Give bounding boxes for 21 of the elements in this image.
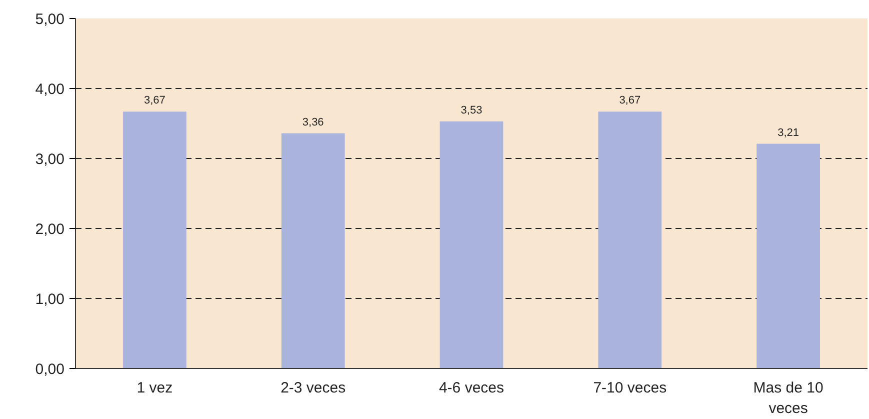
y-tick-label: 3,00 — [35, 151, 65, 168]
bar — [756, 144, 820, 368]
x-tick-label: 2-3 veces — [280, 380, 346, 396]
data-label: 3,53 — [460, 104, 482, 116]
x-tick-label: 7-10 veces — [593, 380, 667, 396]
data-label: 3,21 — [778, 126, 800, 139]
bar — [440, 121, 504, 368]
data-label: 3,36 — [302, 116, 324, 128]
y-tick-label: 4,00 — [35, 81, 65, 98]
y-tick-label: 1,00 — [35, 291, 65, 308]
y-tick-label: 0,00 — [35, 361, 65, 378]
x-tick-label: 4-6 veces — [438, 380, 504, 396]
bar — [281, 133, 345, 368]
x-tick-label: Mas de 10 veces — [753, 380, 824, 417]
y-tick-label: 5,00 — [35, 11, 65, 28]
x-tick-label: 1 vez — [136, 380, 173, 396]
bar — [598, 112, 662, 368]
data-label: 3,67 — [619, 94, 641, 107]
y-tick-label: 2,00 — [35, 221, 65, 238]
bar — [123, 112, 186, 368]
data-label: 3,67 — [144, 94, 166, 107]
